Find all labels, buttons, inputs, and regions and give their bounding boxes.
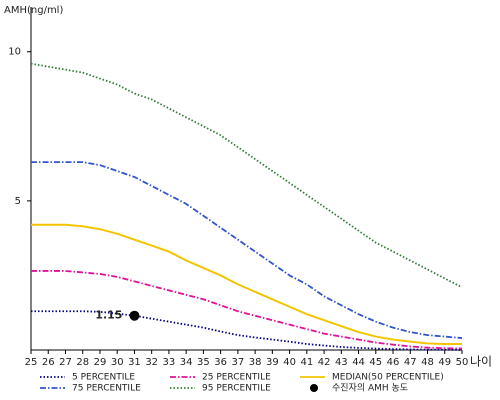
x-tick-label: 45 <box>369 357 382 368</box>
x-tick-label: 46 <box>387 357 400 368</box>
x-tick-label: 32 <box>145 357 158 368</box>
x-tick-label: 26 <box>42 357 55 368</box>
x-tick-label: 44 <box>352 357 365 368</box>
x-tick-label: 37 <box>232 357 245 368</box>
x-tick-label: 28 <box>76 357 89 368</box>
x-tick-label: 30 <box>111 357 124 368</box>
legend-label: 95 PERCENTILE <box>202 384 271 394</box>
legend-label: 5 PERCENTILE <box>72 373 135 383</box>
x-tick-label: 36 <box>214 357 227 368</box>
x-tick-label: 41 <box>300 357 313 368</box>
x-tick-label: 27 <box>59 357 72 368</box>
x-tick-label: 25 <box>25 357 38 368</box>
patient-point <box>129 310 140 321</box>
x-tick-label: 35 <box>197 357 210 368</box>
x-tick-label: 31 <box>128 357 141 368</box>
y-tick-label: 5 <box>15 196 21 207</box>
line-series <box>31 223 462 346</box>
x-tick-label: 49 <box>438 357 451 368</box>
line-series <box>30 62 463 289</box>
x-tick-label: 50 <box>456 357 469 368</box>
line-series <box>31 270 463 350</box>
x-tick-label: 40 <box>283 357 296 368</box>
x-tick-label: 29 <box>94 357 107 368</box>
legend-swatch <box>310 384 318 392</box>
line-series <box>31 310 463 351</box>
y-tick-label: 10 <box>8 47 21 58</box>
x-axis-title: 나이 <box>470 355 492 369</box>
x-tick-label: 47 <box>404 357 417 368</box>
legend-label: 25 PERCENTILE <box>202 373 271 383</box>
legend-label: 수진자의 AMH 농도 <box>332 383 408 394</box>
legend-label: 75 PERCENTILE <box>72 384 141 394</box>
x-tick-label: 48 <box>421 357 434 368</box>
x-tick-label: 39 <box>266 357 279 368</box>
x-tick-label: 34 <box>180 357 193 368</box>
y-axis-title: AMH(ng/ml) <box>4 5 63 16</box>
x-tick-label: 43 <box>335 357 348 368</box>
line-series <box>31 161 463 339</box>
legend-label: MEDIAN(50 PERCENTILE) <box>332 373 444 383</box>
x-tick-label: 42 <box>318 357 331 368</box>
point-label: 1.15 <box>95 309 122 322</box>
x-tick-label: 33 <box>163 357 176 368</box>
x-tick-label: 38 <box>249 357 262 368</box>
